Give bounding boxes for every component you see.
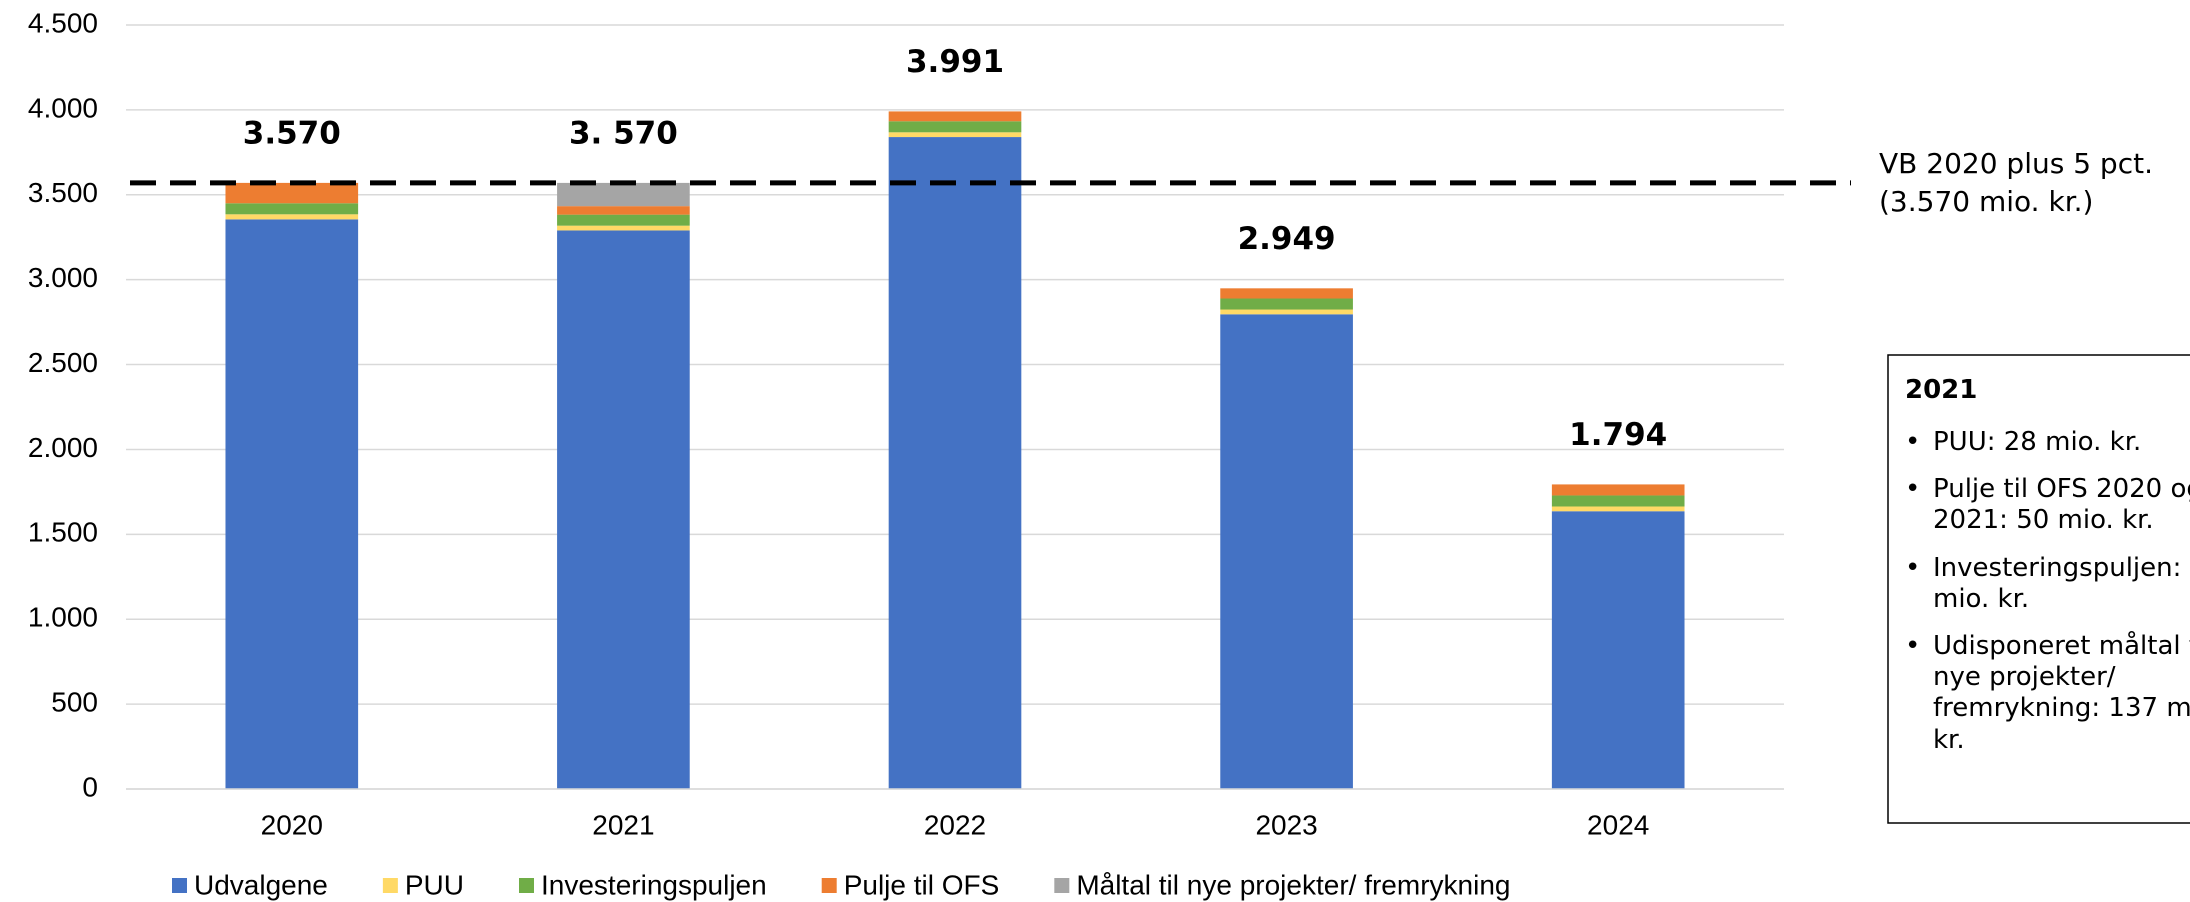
note: 2021 PUU: 28 mio. kr. Pulje til OFS 2020 … — [1905, 375, 2190, 756]
y-tick-label: 2.500 — [28, 347, 98, 378]
bar-segment — [557, 206, 690, 215]
legend-swatch — [382, 878, 398, 893]
bar-segment — [1220, 298, 1353, 310]
bar-segment — [557, 214, 690, 226]
x-tick-label: 2020 — [261, 809, 323, 840]
note-content: 2021 PUU: 28 mio. kr. Pulje til OFS 2020 … — [1905, 375, 2190, 815]
y-tick-label: 0 — [82, 771, 98, 802]
y-tick-label: 3.500 — [28, 177, 98, 208]
y-tick-label: 500 — [51, 687, 98, 718]
legend-label: Investeringspuljen — [541, 869, 767, 900]
bar-segment — [225, 219, 359, 789]
bar-segment — [1551, 484, 1685, 496]
total-label: 3.570 — [243, 115, 341, 151]
bar-segment — [1220, 314, 1353, 789]
total-label: 1.794 — [1569, 417, 1667, 453]
reference-label: VB 2020 plus 5 pct. — [1879, 147, 2153, 180]
y-tick-label: 4.500 — [28, 7, 98, 38]
legend-swatch — [172, 878, 187, 893]
note-item: PUU: 28 mio. kr. — [1905, 427, 2190, 458]
bar-segment — [1220, 288, 1353, 299]
note-title: 2021 — [1905, 375, 1978, 405]
x-tick-label: 2023 — [1255, 809, 1317, 840]
total-label: 3. 570 — [569, 115, 678, 151]
y-tick-label: 2.000 — [28, 432, 98, 463]
legend-swatch — [821, 878, 837, 893]
bar-segment — [557, 182, 690, 207]
y-tick-label: 4.000 — [28, 92, 98, 123]
y-tick-label: 1.500 — [28, 517, 98, 548]
bar-segment — [888, 132, 1022, 138]
x-tick-label: 2021 — [592, 809, 654, 840]
y-tick-label: 1.000 — [28, 602, 98, 633]
legend-swatch — [519, 878, 534, 893]
bar-segment — [557, 230, 690, 790]
note-list: PUU: 28 mio. kr. Pulje til OFS 2020 og 20… — [1905, 427, 2190, 756]
bar-segment — [1220, 309, 1353, 315]
note-item: Investeringspuljen: 65 mio. kr. — [1905, 553, 2190, 615]
y-tick-label: 3.000 — [28, 262, 98, 293]
note-item: Pulje til OFS 2020 og 2021: 50 mio. kr. — [1905, 474, 2190, 536]
reference-label: (3.570 mio. kr.) — [1879, 185, 2093, 218]
bar-segment — [557, 225, 690, 231]
bar-segment — [225, 214, 359, 220]
total-label: 2.949 — [1238, 221, 1336, 257]
x-tick-label: 2024 — [1587, 809, 1649, 840]
legend-label: Udvalgene — [194, 869, 328, 900]
bar-segment — [225, 182, 359, 204]
note-item: Udisponeret måltal til nye projekter/ fr… — [1905, 631, 2190, 756]
bar-segment — [225, 203, 359, 215]
legend-swatch — [1054, 878, 1070, 893]
x-tick-label: 2022 — [924, 809, 986, 840]
bar-segment — [888, 121, 1022, 133]
bar-segment — [1551, 506, 1685, 512]
legend-label: Måltal til nye projekter/ fremrykning — [1076, 869, 1510, 900]
bar-segment — [1551, 511, 1685, 789]
total-label: 3.991 — [906, 44, 1004, 80]
bar-segment — [1551, 495, 1685, 507]
legend-label: Pulje til OFS — [844, 869, 1000, 900]
bar-segment — [888, 111, 1022, 122]
legend-label: PUU — [405, 869, 464, 900]
bar-segment — [888, 137, 1022, 789]
